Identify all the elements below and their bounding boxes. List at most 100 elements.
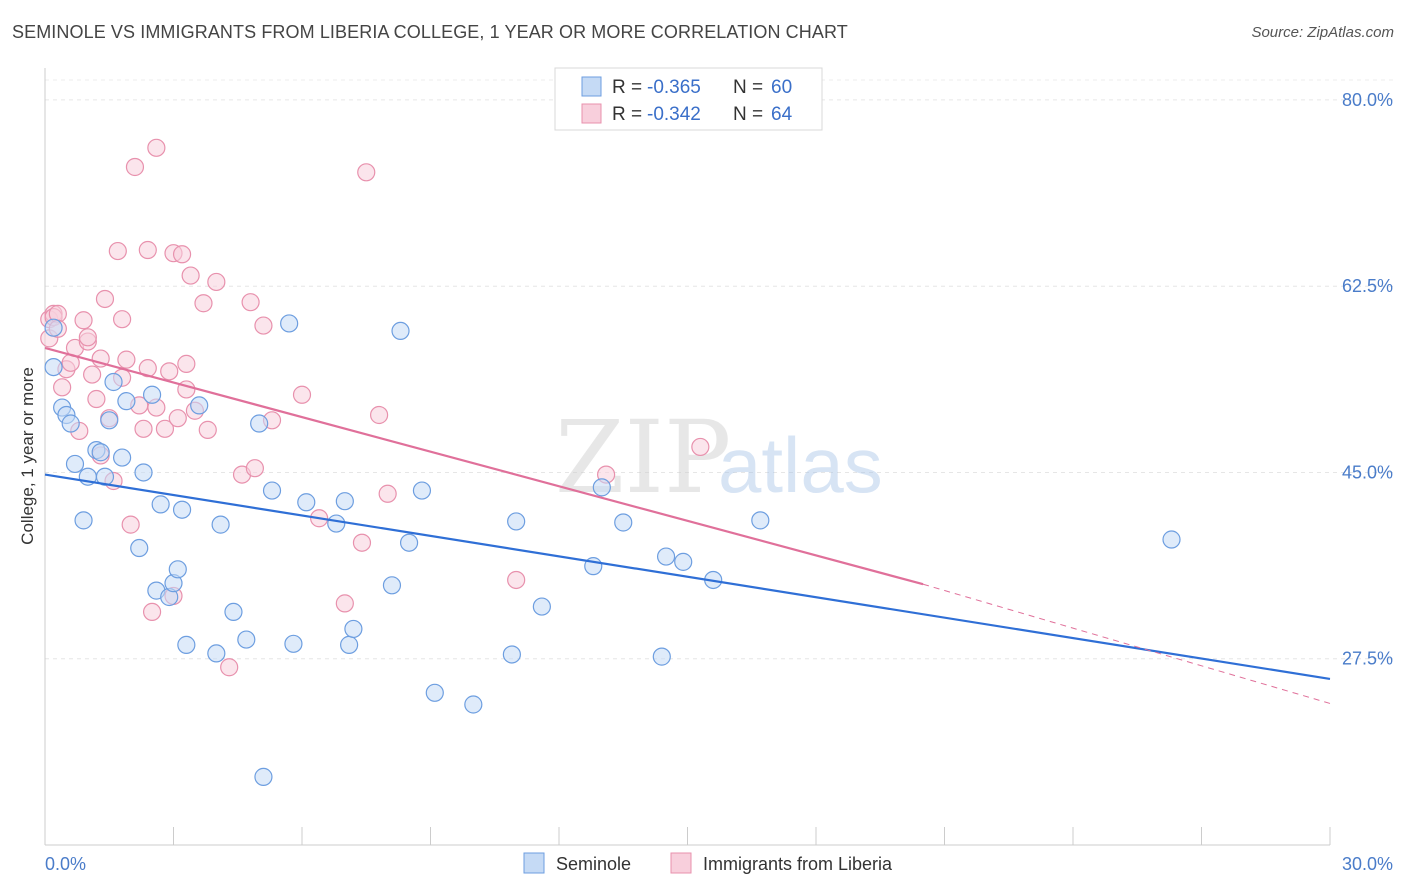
seminole-point bbox=[425, 683, 444, 702]
liberia-point bbox=[352, 533, 372, 552]
watermark: ZIP atlas bbox=[555, 399, 883, 516]
series-legend-swatch-seminole bbox=[523, 852, 545, 874]
y-tick-label: 80.0% bbox=[1342, 90, 1393, 110]
seminole-point bbox=[656, 547, 676, 566]
liberia-point bbox=[181, 266, 200, 285]
seminole-point bbox=[211, 515, 230, 534]
seminole-point bbox=[44, 357, 63, 377]
legend-r-value-liberia: -0.342 bbox=[647, 104, 701, 125]
legend-n-value-liberia: 64 bbox=[771, 104, 793, 125]
liberia-point bbox=[112, 310, 132, 329]
liberia-point bbox=[691, 437, 710, 457]
legend-swatch-seminole bbox=[581, 76, 602, 97]
liberia-point bbox=[74, 311, 93, 330]
liberia-point bbox=[142, 602, 162, 622]
seminole-point bbox=[399, 533, 419, 552]
watermark-atlas: atlas bbox=[718, 421, 883, 509]
liberia-point bbox=[155, 419, 175, 438]
seminole-point bbox=[502, 645, 521, 664]
legend-n-label-liberia: N = bbox=[733, 104, 763, 125]
y-tick-label: 27.5% bbox=[1342, 649, 1393, 669]
liberia-point bbox=[177, 354, 196, 373]
seminole-point bbox=[190, 396, 209, 415]
series-legend-label-seminole: Seminole bbox=[556, 854, 631, 874]
chart-title: SEMINOLE VS IMMIGRANTS FROM LIBERIA COLL… bbox=[12, 22, 848, 42]
seminole-point bbox=[112, 448, 132, 467]
seminole-point bbox=[65, 454, 85, 474]
liberia-point bbox=[87, 389, 106, 409]
liberia-point bbox=[357, 163, 376, 182]
legend-r-label-liberia: R = bbox=[612, 104, 642, 125]
liberia-point bbox=[83, 365, 102, 384]
seminole-point bbox=[104, 372, 123, 392]
x-axis-ticks bbox=[44, 827, 1331, 845]
legend-r-value-seminole: -0.365 bbox=[647, 77, 701, 98]
seminole-trendline bbox=[44, 473, 1331, 681]
liberia-trendline-extension bbox=[922, 583, 1331, 704]
seminole-point bbox=[464, 695, 483, 714]
liberia-point bbox=[241, 293, 260, 312]
seminole-point bbox=[262, 481, 282, 500]
seminole-point bbox=[532, 597, 551, 616]
liberia-point bbox=[95, 289, 115, 309]
liberia-point bbox=[147, 138, 166, 157]
seminole-point bbox=[74, 511, 93, 530]
series-legend-swatch-liberia bbox=[670, 852, 692, 874]
x-tick-label-max: 30.0% bbox=[1342, 854, 1393, 874]
legend-n-label-seminole: N = bbox=[733, 77, 763, 98]
source-credit: Source: ZipAtlas.com bbox=[1251, 24, 1394, 41]
seminole-point bbox=[391, 321, 410, 341]
liberia-point bbox=[194, 294, 213, 313]
seminole-point bbox=[751, 511, 770, 530]
seminole-point bbox=[91, 443, 110, 462]
series-seminole-points bbox=[44, 314, 1181, 786]
liberia-point bbox=[168, 409, 187, 428]
legend-n-value-seminole: 60 bbox=[771, 77, 792, 98]
seminole-point bbox=[382, 576, 402, 595]
y-axis-label: College, 1 year or more bbox=[18, 367, 37, 545]
legend-swatch-liberia bbox=[581, 103, 602, 124]
y-tick-label: 62.5% bbox=[1342, 276, 1393, 296]
liberia-point bbox=[117, 350, 136, 369]
seminole-point bbox=[297, 493, 316, 512]
seminole-point bbox=[335, 492, 354, 511]
seminole-point bbox=[142, 385, 162, 404]
trendlines bbox=[44, 346, 1331, 704]
seminole-point bbox=[134, 463, 153, 482]
x-tick-label-min: 0.0% bbox=[45, 854, 86, 874]
liberia-point bbox=[245, 459, 264, 478]
liberia-point bbox=[134, 419, 153, 438]
seminole-point bbox=[207, 644, 226, 663]
seminole-point bbox=[412, 481, 432, 500]
liberia-point bbox=[198, 420, 217, 439]
seminole-point bbox=[674, 552, 693, 571]
liberia-point bbox=[292, 385, 312, 404]
seminole-point bbox=[100, 411, 119, 430]
seminole-point bbox=[1162, 530, 1181, 549]
y-tick-label: 45.0% bbox=[1342, 462, 1393, 482]
seminole-point bbox=[614, 513, 633, 532]
seminole-point bbox=[250, 414, 269, 433]
seminole-point bbox=[168, 560, 187, 579]
seminole-point bbox=[117, 392, 136, 411]
liberia-point bbox=[125, 157, 145, 177]
liberia-point bbox=[121, 515, 140, 534]
seminole-point bbox=[507, 512, 526, 531]
watermark-zip: ZIP bbox=[555, 399, 731, 516]
liberia-point bbox=[220, 658, 239, 677]
seminole-point bbox=[344, 619, 363, 639]
seminole-point bbox=[340, 635, 359, 654]
liberia-point bbox=[370, 405, 389, 425]
series-legend-label-liberia: Immigrants from Liberia bbox=[703, 854, 893, 874]
series-legend: Seminole Immigrants from Liberia bbox=[523, 852, 893, 874]
liberia-trendline bbox=[44, 346, 924, 586]
liberia-point bbox=[507, 570, 526, 590]
seminole-point bbox=[327, 514, 346, 533]
liberia-point bbox=[378, 484, 397, 503]
stats-legend: R = -0.365 N = 60 R = -0.342 N = 64 bbox=[554, 67, 823, 131]
liberia-point bbox=[78, 328, 97, 347]
seminole-point bbox=[284, 634, 303, 653]
seminole-point bbox=[151, 495, 170, 514]
legend-r-label-seminole: R = bbox=[612, 77, 642, 98]
